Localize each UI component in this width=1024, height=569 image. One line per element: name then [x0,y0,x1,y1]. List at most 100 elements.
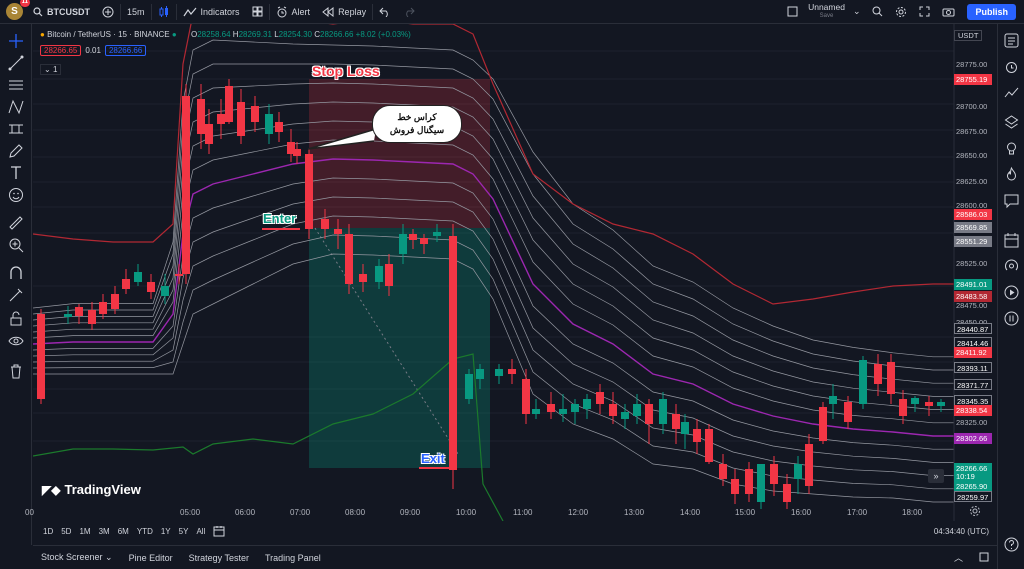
data-window-icon[interactable] [1003,84,1020,101]
calendar-icon[interactable] [1003,232,1020,249]
candle-body [275,122,283,132]
clock[interactable]: 04:34:40 (UTC) [933,526,989,536]
trash-icon[interactable] [7,362,25,380]
quick-search-button[interactable] [866,0,889,24]
snapshot-button[interactable] [936,0,961,24]
candle [911,396,919,412]
range-button[interactable]: 1Y [160,526,171,536]
undo-button[interactable] [373,0,397,24]
candle-type-button[interactable] [152,0,176,24]
ideas-icon[interactable] [1003,140,1020,157]
interval-button[interactable]: 15m [127,6,145,17]
range-button[interactable]: 3M [98,526,110,536]
crosshair-icon[interactable] [7,32,25,50]
watchlist-icon[interactable] [1003,32,1020,49]
range-button[interactable]: 1M [79,526,91,536]
layouts-button[interactable] [246,0,269,24]
replay-button[interactable]: Replay [316,0,372,24]
time-tick: 08:00 [345,508,366,517]
podcast-icon[interactable] [1003,258,1020,275]
candle [522,369,530,424]
range-button[interactable]: YTD [136,526,153,536]
stop-loss-zone[interactable] [309,79,490,228]
collapse-panel-button[interactable]: ︿ [946,551,971,564]
fullscreen-button[interactable] [913,0,936,24]
candle-body [175,274,183,276]
scroll-to-realtime-button[interactable]: » [928,469,944,483]
maximize-panel-button[interactable] [971,552,997,564]
indicators-collapse[interactable]: ⌄ 1 [40,64,62,75]
layout-menu[interactable]: Unnamed Save ⌄ [781,0,866,24]
candle [345,224,353,294]
candles-icon [159,5,168,17]
calendar-icon[interactable] [213,525,225,537]
volatility-band-line [33,196,954,463]
horizontal-lines-icon[interactable] [7,76,25,94]
axis-settings-icon[interactable] [969,505,981,517]
candle [794,456,802,494]
eye-icon[interactable] [7,332,25,350]
tab-pine-editor[interactable]: Pine Editor [128,552,173,563]
candle [359,264,367,292]
brush-icon[interactable] [7,142,25,160]
candle [161,274,169,304]
range-button[interactable]: 1D [43,526,54,536]
candle [147,274,155,299]
tab-trading-panel[interactable]: Trading Panel [265,552,321,563]
buy-button[interactable]: 28266.66 [104,45,147,56]
alerts-icon[interactable] [1003,58,1020,75]
candle [334,219,342,249]
time-tick: 13:00 [624,508,645,517]
tv-logo-icon: ◤◆ [42,482,61,497]
range-button[interactable]: 6M [117,526,129,536]
candle-body [770,464,778,484]
pause-icon[interactable] [1003,310,1020,327]
sell-button[interactable]: 28266.65 [40,45,82,56]
text-icon[interactable] [7,164,25,182]
currency-select[interactable]: USDT [954,30,983,41]
lock-drawing-icon[interactable] [7,286,25,304]
trend-line-icon[interactable] [7,54,25,72]
time-tick: 18:00 [902,508,923,517]
range-button[interactable]: 5Y [178,526,189,536]
range-button[interactable]: 5D [61,526,72,536]
time-tick: 17:00 [847,508,868,517]
layers-icon[interactable] [1003,114,1020,131]
candle [925,396,933,416]
user-avatar[interactable]: S 11 [6,0,30,20]
candle [265,104,273,144]
pattern-icon[interactable] [7,98,25,116]
alert-button[interactable]: Alert [270,0,317,24]
price-label: 28586.03 [954,209,992,220]
chart-canvas[interactable] [33,24,997,521]
compare-button[interactable] [96,0,120,24]
candle [134,264,142,286]
zoom-in-icon[interactable] [7,236,25,254]
emoji-icon[interactable] [7,186,25,204]
take-profit-zone[interactable] [309,228,490,468]
volatility-band-line [33,234,954,490]
candle-body [583,399,591,409]
symbol-search[interactable]: BTCUSDT [27,0,96,24]
settings-button[interactable] [889,0,913,24]
forecast-icon[interactable] [7,120,25,138]
candle [409,229,417,249]
candle [237,89,245,144]
magnet-icon[interactable] [7,264,25,282]
fire-icon[interactable] [1003,166,1020,183]
redo-button[interactable] [397,0,421,24]
play-icon[interactable] [1003,284,1020,301]
tab-stock-screener[interactable]: Stock Screener ⌄ [41,552,113,562]
help-icon[interactable] [1003,536,1020,553]
tab-strategy-tester[interactable]: Strategy Tester [188,552,249,563]
ruler-icon[interactable] [7,214,25,232]
lock-icon[interactable] [7,310,25,328]
publish-button[interactable]: Publish [967,3,1016,20]
indicators-button[interactable]: Indicators [177,0,246,24]
candle-body [122,279,130,289]
range-button[interactable]: All [196,526,206,536]
candle [621,404,629,429]
candle-body [251,106,259,122]
callout-pointer [307,128,377,150]
chat-icon[interactable] [1003,192,1020,209]
